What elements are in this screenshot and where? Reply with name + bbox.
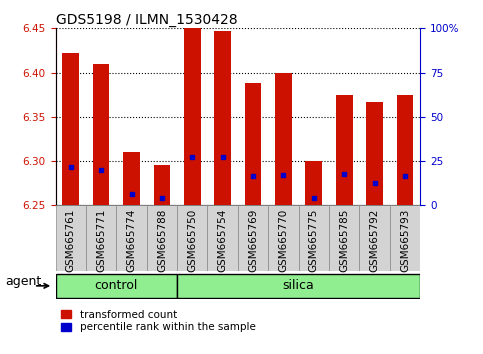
Bar — [305, 161, 322, 205]
Bar — [214, 31, 231, 205]
FancyBboxPatch shape — [177, 274, 420, 298]
Bar — [62, 53, 79, 205]
FancyBboxPatch shape — [208, 205, 238, 271]
Text: GSM665792: GSM665792 — [369, 209, 380, 272]
Bar — [366, 102, 383, 205]
Bar — [123, 152, 140, 205]
Text: GSM665770: GSM665770 — [279, 209, 288, 272]
FancyBboxPatch shape — [238, 205, 268, 271]
Bar — [245, 83, 261, 205]
Text: GSM665769: GSM665769 — [248, 209, 258, 272]
Bar — [184, 28, 200, 205]
Text: GSM665785: GSM665785 — [339, 209, 349, 272]
Text: agent: agent — [5, 275, 41, 289]
Bar — [93, 64, 110, 205]
Text: control: control — [95, 279, 138, 292]
Text: GSM665788: GSM665788 — [157, 209, 167, 272]
FancyBboxPatch shape — [329, 205, 359, 271]
Text: GDS5198 / ILMN_1530428: GDS5198 / ILMN_1530428 — [56, 13, 237, 27]
FancyBboxPatch shape — [56, 274, 177, 298]
Legend: transformed count, percentile rank within the sample: transformed count, percentile rank withi… — [61, 310, 256, 332]
Text: GSM665774: GSM665774 — [127, 209, 137, 272]
FancyBboxPatch shape — [268, 205, 298, 271]
FancyBboxPatch shape — [177, 205, 208, 271]
Text: silica: silica — [283, 279, 314, 292]
FancyBboxPatch shape — [298, 205, 329, 271]
Text: GSM665793: GSM665793 — [400, 209, 410, 272]
Text: GSM665761: GSM665761 — [66, 209, 76, 272]
Text: GSM665775: GSM665775 — [309, 209, 319, 272]
FancyBboxPatch shape — [147, 205, 177, 271]
Text: GSM665750: GSM665750 — [187, 209, 197, 272]
Bar — [336, 95, 353, 205]
FancyBboxPatch shape — [116, 205, 147, 271]
FancyBboxPatch shape — [86, 205, 116, 271]
Bar — [397, 95, 413, 205]
Bar — [275, 73, 292, 205]
Text: GSM665754: GSM665754 — [218, 209, 227, 272]
Text: GSM665771: GSM665771 — [96, 209, 106, 272]
FancyBboxPatch shape — [390, 205, 420, 271]
FancyBboxPatch shape — [359, 205, 390, 271]
Bar — [154, 165, 170, 205]
FancyBboxPatch shape — [56, 205, 86, 271]
